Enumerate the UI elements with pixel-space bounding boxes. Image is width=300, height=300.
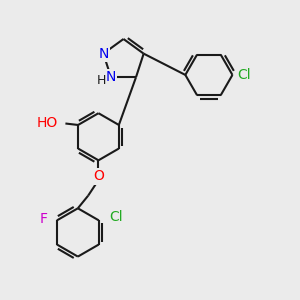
- Text: Cl: Cl: [109, 210, 123, 224]
- Text: Cl: Cl: [237, 68, 250, 82]
- Text: H: H: [97, 74, 106, 87]
- Text: HO: HO: [37, 116, 58, 130]
- Text: N: N: [106, 70, 116, 84]
- Text: F: F: [40, 212, 47, 226]
- Text: O: O: [93, 169, 104, 184]
- Text: N: N: [98, 46, 109, 61]
